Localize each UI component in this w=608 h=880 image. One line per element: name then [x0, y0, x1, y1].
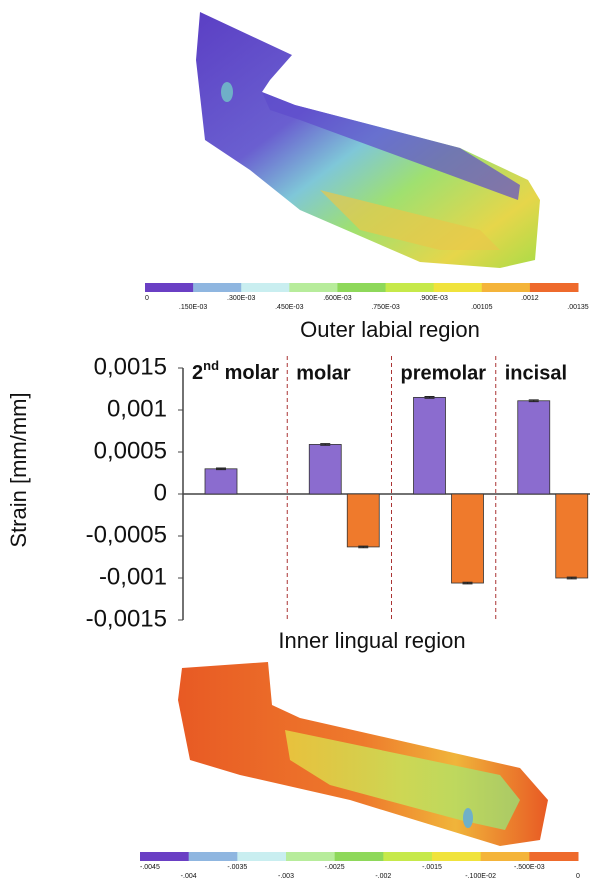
y-tick-label: -0,001 [99, 563, 167, 590]
colorbar-swatch [189, 852, 238, 861]
colorbar-label: -.0025 [325, 864, 345, 871]
colorbar-label: -.004 [181, 873, 197, 880]
colorbar-label: -.003 [278, 873, 294, 880]
colorbar-label: .150E-03 [179, 304, 208, 311]
colorbar-swatch [434, 283, 483, 292]
bottom-colorbar: -.0045 -.004 -.0035 -.003 -.0025 -.002 -.0015 -… [140, 852, 580, 880]
colorbar-swatch [529, 852, 578, 861]
colorbar-swatch [145, 283, 194, 292]
category-label: incisal [505, 362, 567, 384]
y-tick-label: -0,0015 [86, 605, 167, 632]
colorbar-label: -.0015 [422, 864, 442, 871]
colorbar-label: -.100E-02 [465, 873, 496, 880]
colorbar-swatch [337, 283, 386, 292]
bar [518, 401, 550, 494]
colorbar-label: .450E-03 [275, 304, 304, 311]
colorbar-swatch [335, 852, 384, 861]
series-label: Outer labial region [300, 317, 480, 342]
colorbar-swatch [386, 283, 435, 292]
y-tick-label: 0,0005 [94, 437, 167, 464]
y-tick-label: 0,0015 [94, 353, 167, 380]
colorbar-label: -.0035 [227, 864, 247, 871]
colorbar-label: .00135 [567, 304, 589, 311]
bar [205, 469, 237, 494]
colorbar-label: -.0045 [140, 864, 160, 871]
colorbar-label: -.500E-03 [514, 864, 545, 871]
colorbar-label: .300E-03 [227, 295, 256, 302]
figure: 0 .150E-03 .300E-03 .450E-03 .600E-03 .750E-0… [0, 0, 608, 880]
y-tick-label: 0,001 [107, 395, 167, 422]
colorbar-swatch [383, 852, 432, 861]
colorbar-label: 0 [145, 295, 149, 302]
bar [309, 444, 341, 494]
page: 0 .150E-03 .300E-03 .450E-03 .600E-03 .750E-0… [0, 0, 608, 880]
chart: 0,0015 0,001 0,0005 0 -0,0005 -0,001 -0,0015 2n… [86, 353, 590, 632]
category-label: molar [296, 362, 351, 384]
colorbar-label: .0012 [521, 295, 539, 302]
colorbar-swatch [289, 283, 338, 292]
category-label: premolar [401, 362, 487, 384]
series-label: Inner lingual region [278, 628, 465, 653]
colorbar-label: -.002 [375, 873, 391, 880]
colorbar-swatch [432, 852, 481, 861]
colorbar-swatch [530, 283, 579, 292]
category-label: 2nd molar [192, 358, 279, 384]
bar [347, 494, 379, 547]
colorbar-label: .900E-03 [419, 295, 448, 302]
colorbar-label: .600E-03 [323, 295, 352, 302]
fem-bottom [178, 662, 548, 846]
colorbar-label: .00105 [471, 304, 493, 311]
y-axis-label: Strain [mm/mm] [6, 392, 31, 547]
colorbar-swatch [140, 852, 189, 861]
colorbar-label: 0 [576, 873, 580, 880]
bar [556, 494, 588, 578]
top-colorbar: 0 .150E-03 .300E-03 .450E-03 .600E-03 .750E-0… [145, 283, 589, 311]
y-tick-label: -0,0005 [86, 521, 167, 548]
colorbar-swatch [241, 283, 290, 292]
colorbar-swatch [482, 283, 531, 292]
colorbar-swatch [286, 852, 335, 861]
bar [452, 494, 484, 583]
bar [414, 397, 446, 494]
colorbar-label: .750E-03 [371, 304, 400, 311]
colorbar-swatch [237, 852, 286, 861]
colorbar-swatch [193, 283, 242, 292]
fem-top [196, 12, 540, 268]
colorbar-swatch [481, 852, 530, 861]
y-tick-label: 0 [154, 479, 167, 506]
